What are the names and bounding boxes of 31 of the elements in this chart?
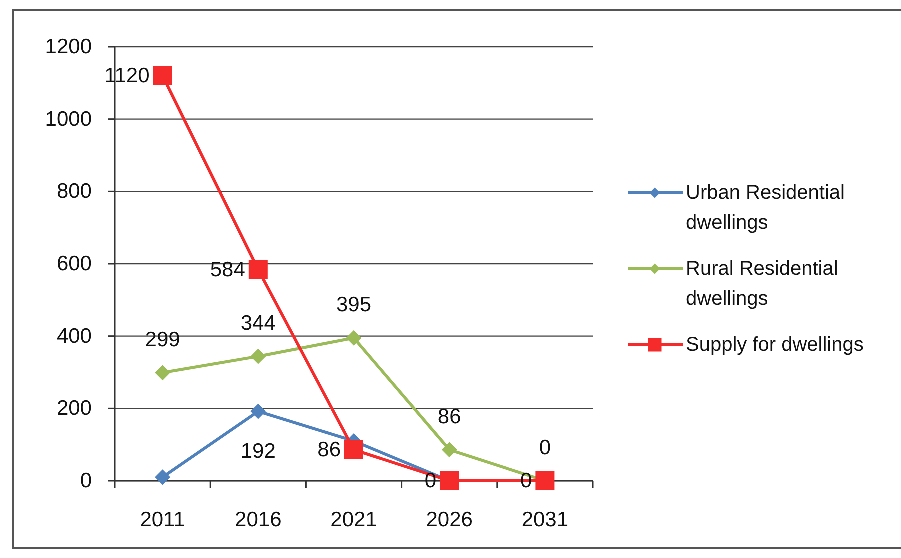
x-tick-label: 2021	[330, 508, 378, 532]
y-tick-label: 0	[80, 470, 92, 492]
point	[344, 440, 364, 460]
point	[250, 404, 266, 420]
point	[442, 442, 458, 458]
legend-label: Urban Residential dwellings	[686, 182, 845, 234]
point	[155, 365, 170, 380]
data-label: 0	[539, 436, 552, 460]
data-label: 86	[318, 438, 341, 462]
point	[153, 66, 172, 86]
data-label: 86	[438, 405, 462, 428]
point	[155, 470, 170, 485]
x-tick-label: 2031	[522, 508, 569, 532]
point	[250, 349, 266, 364]
data-label: 192	[240, 440, 276, 464]
y-tick-label: 200	[56, 397, 92, 420]
point	[346, 330, 362, 346]
y-tick-label: 600	[56, 252, 92, 276]
x-tick-label: 2016	[235, 508, 282, 532]
legend-label: Supply for dwellings	[686, 334, 864, 356]
x-tick-label: 2011	[140, 508, 186, 532]
y-tick-label: 800	[56, 180, 92, 204]
y-tick-label: 400	[56, 324, 92, 348]
data-label: 395	[336, 294, 372, 317]
y-tick-label: 1200	[45, 36, 92, 58]
data-label: 584	[210, 258, 246, 282]
y-tick-label: 1000	[45, 108, 92, 131]
point	[248, 260, 268, 280]
x-tick-label: 2026	[426, 508, 473, 532]
legend-label: Rural Residential dwellings	[686, 258, 838, 310]
data-label: 344	[240, 312, 276, 336]
